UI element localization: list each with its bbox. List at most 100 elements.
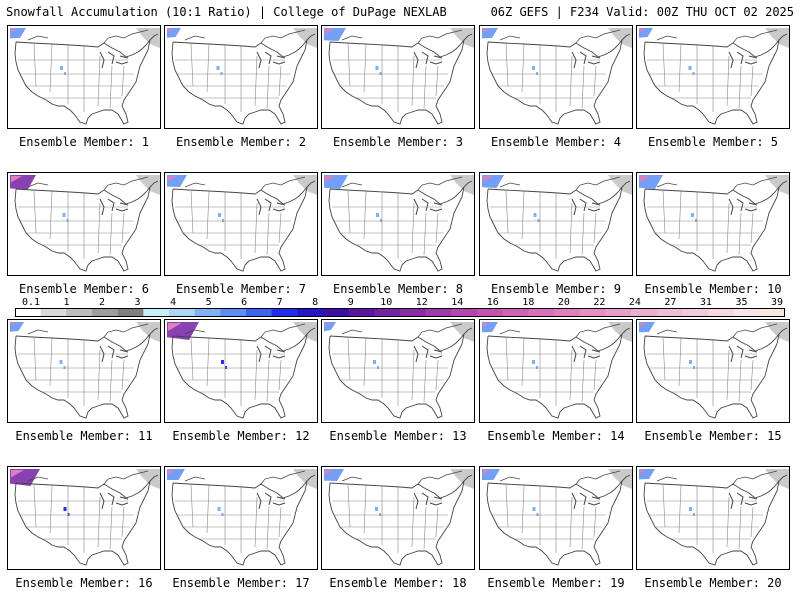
country-outline bbox=[643, 327, 788, 419]
ensemble-member-label: Ensemble Member: 8 bbox=[332, 282, 464, 296]
snow-spots-rockies bbox=[217, 507, 224, 516]
canada-coastline bbox=[656, 176, 778, 191]
colorbar-tick-label: 6 bbox=[241, 297, 248, 308]
colorbar-bin bbox=[425, 308, 452, 317]
ensemble-member-label: Ensemble Member: 14 bbox=[487, 429, 625, 443]
canada-coastline bbox=[499, 29, 621, 44]
canada-coastline bbox=[341, 323, 463, 338]
snowfall-map bbox=[639, 28, 789, 125]
ensemble-map-panel bbox=[636, 172, 790, 276]
snow-shading-northeast bbox=[293, 175, 317, 195]
snow-shading-northeast bbox=[293, 322, 317, 342]
great-lakes bbox=[413, 51, 443, 69]
country-outline bbox=[14, 327, 159, 419]
snowfall-map bbox=[639, 322, 789, 419]
colorbar-bin bbox=[348, 308, 375, 317]
canada-coastline bbox=[184, 470, 306, 485]
great-lakes bbox=[256, 492, 286, 510]
snow-shading-northeast bbox=[136, 28, 160, 48]
ensemble-map-panel bbox=[479, 466, 633, 570]
ensemble-map-panel bbox=[636, 25, 790, 129]
state-boundaries bbox=[18, 43, 134, 112]
colorbar-tick-label: 35 bbox=[735, 297, 748, 308]
ensemble-map-panel bbox=[321, 319, 475, 423]
colorbar-bin bbox=[40, 308, 67, 317]
great-lakes bbox=[256, 345, 286, 363]
ensemble-member-label: Ensemble Member: 16 bbox=[15, 576, 153, 590]
country-outline bbox=[171, 180, 316, 272]
state-boundaries bbox=[490, 43, 606, 112]
colorbar-tick-label: 9 bbox=[347, 297, 354, 308]
country-outline bbox=[643, 474, 788, 566]
snow-spots-rockies bbox=[689, 507, 695, 516]
great-lakes bbox=[571, 492, 601, 510]
state-boundaries bbox=[490, 337, 606, 406]
canada-coastline bbox=[341, 176, 463, 191]
colorbar-labels: 0.1 1 2 3 4 5 6 7 8 9 10 12 14 16 18 20 22 24 27 31 35 39 bbox=[15, 297, 785, 309]
state-boundaries bbox=[490, 190, 606, 259]
snow-spots-rockies bbox=[373, 360, 379, 369]
snow-spots-rockies bbox=[221, 360, 227, 369]
state-boundaries bbox=[647, 484, 763, 553]
colorbar-tick-label: 18 bbox=[522, 297, 535, 308]
colorbar-bin bbox=[194, 308, 221, 317]
great-lakes bbox=[99, 492, 129, 510]
colorbar-bin bbox=[759, 308, 785, 317]
snow-spots-rockies bbox=[59, 360, 66, 369]
snow-heavy-core bbox=[640, 176, 651, 182]
great-lakes bbox=[728, 345, 758, 363]
ensemble-map-panel bbox=[7, 172, 161, 276]
ensemble-member-label: Ensemble Member: 13 bbox=[329, 429, 467, 443]
canada-coastline bbox=[656, 323, 778, 338]
ensemble-member-label: Ensemble Member: 7 bbox=[175, 282, 307, 296]
snow-shading-northeast bbox=[608, 175, 632, 195]
colorbar-tick-label: 20 bbox=[557, 297, 570, 308]
colorbar-tick-label: 24 bbox=[628, 297, 641, 308]
colorbar-bin bbox=[15, 308, 41, 317]
country-outline bbox=[14, 180, 159, 272]
state-boundaries bbox=[332, 484, 448, 553]
great-lakes bbox=[99, 51, 129, 69]
run-valid-time: 06Z GEFS | F234 Valid: 00Z THU OCT 02 20… bbox=[490, 5, 794, 19]
state-boundaries bbox=[490, 484, 606, 553]
state-boundaries bbox=[332, 337, 448, 406]
snow-shading-northeast bbox=[765, 469, 789, 489]
snow-heavy-core bbox=[168, 470, 176, 475]
ensemble-map-panel bbox=[7, 466, 161, 570]
colorbar-bin bbox=[451, 308, 478, 317]
snow-spots-rockies bbox=[375, 507, 381, 516]
country-outline bbox=[328, 474, 473, 566]
colorbar-bin bbox=[400, 308, 426, 317]
colorbar-bin bbox=[605, 308, 632, 317]
state-boundaries bbox=[332, 43, 448, 112]
snow-shading-northeast bbox=[608, 28, 632, 48]
state-boundaries bbox=[647, 337, 763, 406]
snowfall-map bbox=[482, 469, 632, 566]
snowfall-map bbox=[324, 28, 474, 125]
snowfall-map bbox=[10, 28, 160, 125]
canada-coastline bbox=[27, 29, 149, 44]
state-boundaries bbox=[175, 484, 291, 553]
snow-shading-northeast bbox=[450, 175, 474, 195]
ensemble-map-panel bbox=[321, 466, 475, 570]
country-outline bbox=[14, 474, 159, 566]
ensemble-map-panel bbox=[7, 319, 161, 423]
great-lakes bbox=[571, 345, 601, 363]
canada-coastline bbox=[341, 29, 463, 44]
ensemble-map-panel bbox=[636, 466, 790, 570]
colorbar-tick-label: 4 bbox=[170, 297, 177, 308]
snowfall-map bbox=[10, 175, 160, 272]
country-outline bbox=[171, 327, 316, 419]
snowfall-map bbox=[167, 322, 317, 419]
ensemble-member-label: Ensemble Member: 11 bbox=[15, 429, 153, 443]
country-outline bbox=[486, 327, 631, 419]
snowfall-map bbox=[482, 322, 632, 419]
colorbar-bin bbox=[271, 308, 298, 317]
snowfall-map bbox=[167, 28, 317, 125]
snow-shading-northeast bbox=[293, 28, 317, 48]
snow-shading-northeast bbox=[608, 469, 632, 489]
snow-shading-northeast bbox=[608, 322, 632, 342]
ensemble-member-label: Ensemble Member: 20 bbox=[644, 576, 782, 590]
snow-shading-northeast bbox=[136, 322, 160, 342]
snow-spots-rockies bbox=[216, 66, 223, 75]
